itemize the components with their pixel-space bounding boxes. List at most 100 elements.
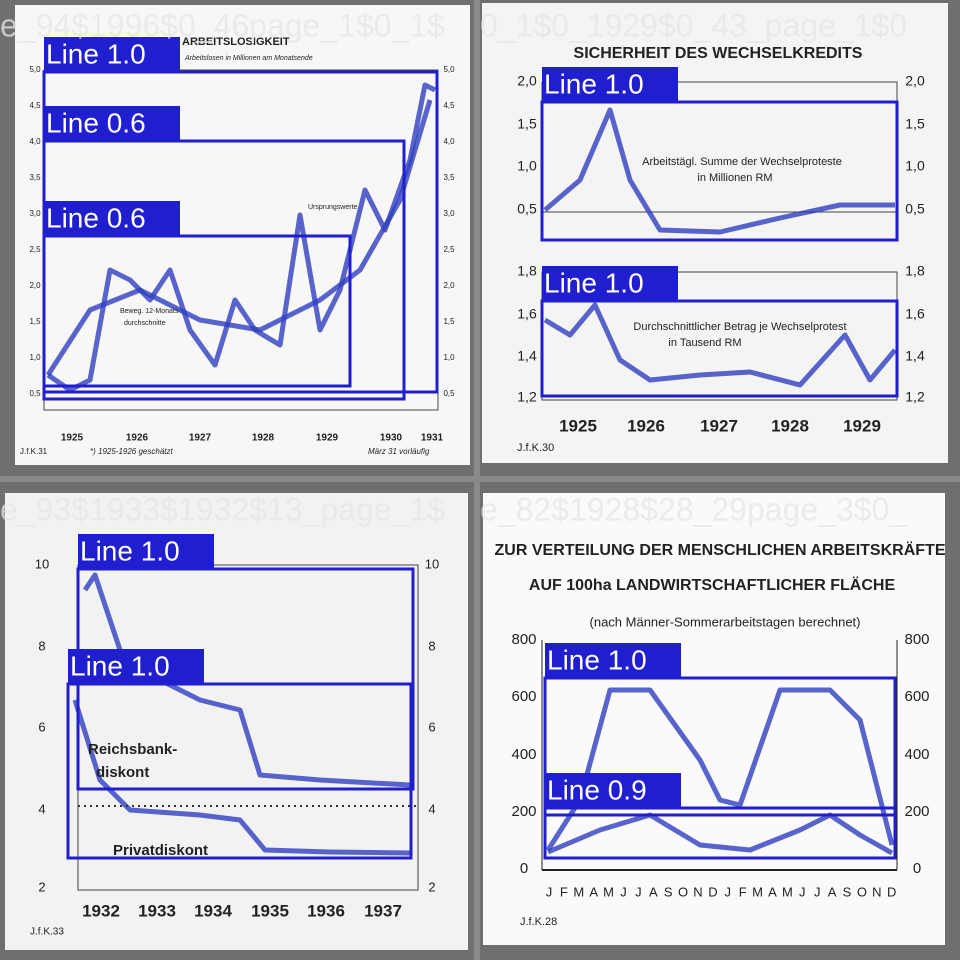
line-curve — [72, 699, 411, 856]
detection-box — [42, 234, 352, 388]
x-tick-label: J — [620, 884, 627, 899]
detection-label-bg — [44, 37, 180, 72]
tile — [5, 493, 468, 950]
detection-label: Line 1.0 — [544, 68, 644, 99]
annotation: in Tausend RM — [668, 337, 741, 349]
y-tick-label: 6 — [428, 719, 435, 734]
y-tick-label: 6 — [38, 719, 45, 734]
y-tick-label: 0,5 — [517, 201, 537, 217]
x-tick-label: 1932 — [82, 901, 120, 920]
y-tick-label: 5,0 — [29, 65, 41, 74]
y-tick-label: 3,5 — [29, 173, 41, 182]
annotation: Privatdiskont — [113, 842, 208, 859]
footer: J.f.K.30 — [517, 442, 554, 454]
y-tick-label: 0 — [913, 860, 921, 877]
line-curve — [547, 812, 894, 856]
x-tick-label: 1928 — [771, 416, 809, 435]
detection-label-bg — [545, 643, 681, 678]
detection-label-bg — [68, 649, 204, 684]
y-tick-label: 8 — [428, 638, 435, 653]
x-tick-label: N — [693, 884, 702, 899]
y-tick-label: 2 — [428, 879, 435, 894]
y-tick-label: 1,2 — [517, 389, 537, 405]
chart-title: SICHERHEIT DES WECHSELKREDITS — [574, 45, 863, 62]
detection-label: Line 1.0 — [46, 38, 146, 69]
y-tick-label: 600 — [511, 688, 536, 705]
x-tick-label: O — [678, 884, 688, 899]
x-tick-label: A — [649, 884, 658, 899]
y-tick-label: 4 — [38, 801, 45, 816]
detection-box — [540, 299, 899, 398]
y-tick-label: 2,0 — [443, 281, 455, 290]
x-tick-label: 1929 — [843, 416, 881, 435]
y-tick-label: 200 — [904, 803, 929, 820]
x-tick-label: 1931 — [421, 433, 444, 444]
line-curve — [82, 572, 411, 788]
detection-label: Line 0.6 — [46, 107, 146, 138]
y-tick-label: 800 — [511, 631, 536, 648]
chart-title: AUF 100ha LANDWIRTSCHAFTLICHER FLÄCHE — [529, 576, 896, 594]
y-tick-label: 2,0 — [517, 73, 537, 89]
detection-box — [540, 100, 899, 242]
x-tick-label: D — [887, 884, 896, 899]
annotation: Reichsbank- — [88, 741, 177, 758]
file-name: e_93$1933$1932$13_page_1$ — [0, 491, 445, 527]
y-tick-label: 1,8 — [905, 263, 925, 279]
chart-subtitle: (nach Männer-Sommerarbeitstagen berechne… — [590, 614, 861, 629]
x-tick-label: 1933 — [138, 901, 176, 920]
detection-label: Line 1.0 — [547, 644, 647, 675]
y-tick-label: 0,5 — [443, 389, 455, 398]
x-tick-label: D — [708, 884, 717, 899]
file-name: e_94$1996$0_46page_1$0_1$ — [0, 7, 445, 43]
line-curve — [543, 107, 895, 235]
y-tick-label: 10 — [425, 556, 439, 571]
x-tick-label: A — [589, 884, 598, 899]
detection-label: Line 0.9 — [547, 774, 647, 805]
x-tick-label: F — [560, 884, 568, 899]
annotation: durchschnitte — [124, 320, 166, 327]
y-tick-label: 1,6 — [905, 306, 925, 322]
y-tick-label: 0,5 — [905, 201, 925, 217]
detection-label: Line 1.0 — [70, 650, 170, 681]
annotation: Durchschnittlicher Betrag je Wechselprot… — [633, 321, 846, 333]
x-tick-label: 1934 — [194, 901, 232, 920]
y-tick-label: 1,0 — [29, 353, 41, 362]
y-tick-label: 1,8 — [517, 263, 537, 279]
x-tick-label: A — [768, 884, 777, 899]
divider — [0, 476, 960, 482]
footer: März 31 vorläufig — [368, 447, 430, 456]
x-tick-label: 1935 — [251, 901, 289, 920]
y-tick-label: 1,5 — [905, 116, 925, 132]
y-tick-label: 0,5 — [29, 389, 41, 398]
y-tick-label: 4,0 — [443, 137, 455, 146]
footer: *) 1925-1926 geschätzt — [90, 447, 174, 456]
detection-label-bg — [542, 67, 678, 102]
x-tick-label: S — [843, 884, 852, 899]
x-tick-label: 1930 — [380, 433, 403, 444]
y-tick-label: 1,4 — [905, 348, 925, 364]
annotation: Beweg. 12-Monats- — [120, 308, 181, 315]
detection-label: Line 1.0 — [544, 267, 644, 298]
y-tick-label: 1,6 — [517, 306, 537, 322]
y-tick-label: 4,0 — [29, 137, 41, 146]
y-tick-label: 2,0 — [29, 281, 41, 290]
curves — [45, 82, 897, 856]
x-tick-label: A — [828, 884, 837, 899]
y-tick-label: 8 — [38, 638, 45, 653]
x-tick-label: M — [782, 884, 793, 899]
footer: J.f.K.31 — [20, 447, 48, 456]
x-tick-label: J — [546, 884, 553, 899]
y-tick-label: 2,5 — [29, 245, 41, 254]
x-tick-label: M — [752, 884, 763, 899]
y-tick-label: 1,5 — [29, 317, 41, 326]
y-tick-label: 3,0 — [443, 209, 455, 218]
x-tick-label: J — [799, 884, 806, 899]
y-tick-label: 600 — [904, 688, 929, 705]
line-curve — [545, 687, 895, 852]
tile — [483, 493, 945, 945]
x-tick-label: J — [725, 884, 732, 899]
chart-title: ZUR VERTEILUNG DER MENSCHLICHEN ARBEITSK… — [495, 541, 946, 559]
y-tick-label: 1,5 — [517, 116, 537, 132]
line-curve — [46, 82, 437, 393]
